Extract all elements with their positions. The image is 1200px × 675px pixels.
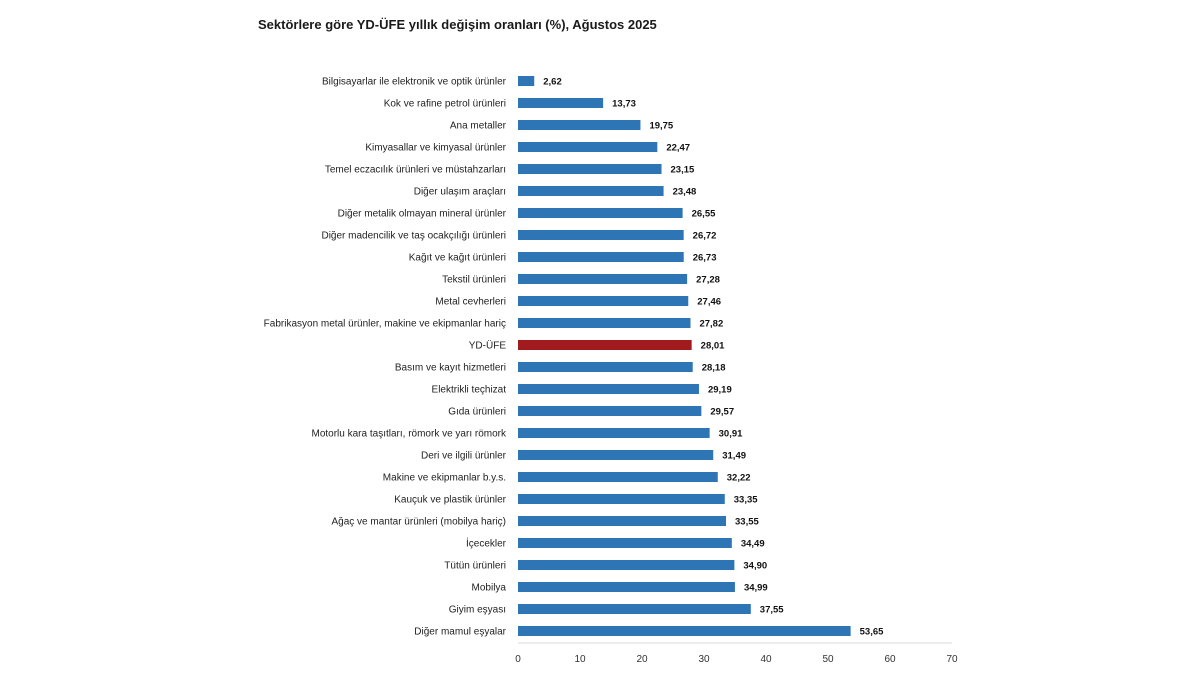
category-label: Motorlu kara taşıtları, römork ve yarı r…	[312, 429, 507, 440]
x-tick-label: 60	[884, 654, 896, 665]
category-label: Diğer ulaşım araçları	[414, 187, 506, 198]
bar	[518, 76, 535, 86]
bar	[518, 450, 714, 460]
bar	[518, 296, 689, 306]
value-label: 19,75	[649, 121, 673, 132]
bar	[518, 604, 751, 614]
bar	[518, 186, 664, 196]
value-label: 37,55	[760, 605, 784, 616]
bar	[518, 384, 699, 394]
value-label: 33,35	[734, 495, 758, 506]
category-label: Gıda ürünleri	[448, 407, 506, 418]
value-label: 26,72	[693, 231, 717, 242]
category-label: Fabrikasyon metal ürünler, makine ve eki…	[264, 319, 506, 330]
value-label: 27,82	[699, 319, 723, 330]
value-label: 28,18	[702, 363, 726, 374]
bar	[518, 428, 710, 438]
category-label: Bilgisayarlar ile elektronik ve optik ür…	[322, 77, 507, 88]
bar	[518, 560, 735, 570]
value-label: 27,28	[696, 275, 720, 286]
x-axis: 0 10 20 30 40 50 60 70	[515, 642, 958, 665]
bar	[518, 142, 658, 152]
category-label: Tütün ürünleri	[444, 561, 506, 572]
category-label: Kağıt ve kağıt ürünleri	[409, 253, 506, 264]
category-label: Kauçuk ve plastik ürünler	[394, 495, 506, 506]
bar	[518, 98, 604, 108]
category-label: Ağaç ve mantar ürünleri (mobilya hariç)	[331, 517, 506, 528]
value-label: 23,15	[671, 165, 695, 176]
chart-title: Sektörlere göre YD-ÜFE yıllık değişim or…	[258, 17, 657, 32]
value-label: 29,19	[708, 385, 732, 396]
category-label: Makine ve ekipmanlar b.y.s.	[383, 473, 506, 484]
value-label: 30,91	[719, 429, 743, 440]
category-label: Tekstil ürünleri	[442, 275, 506, 286]
value-label: 31,49	[722, 451, 746, 462]
category-label: Metal cevherleri	[435, 297, 506, 308]
category-label: Deri ve ilgili ürünler	[421, 451, 507, 462]
bar	[518, 406, 702, 416]
bar	[518, 472, 718, 482]
bar	[518, 230, 684, 240]
category-label: Basım ve kayıt hizmetleri	[395, 363, 506, 374]
x-tick-label: 30	[698, 654, 710, 665]
bar	[518, 208, 683, 218]
bar-highlight	[518, 340, 692, 350]
value-label: 53,65	[860, 627, 884, 638]
category-label: Elektrikli teçhizat	[432, 385, 507, 396]
bar	[518, 274, 688, 284]
bar	[518, 318, 691, 328]
value-label: 33,55	[735, 517, 759, 528]
category-label: Kimyasallar ve kimyasal ürünler	[365, 143, 506, 154]
category-label: Giyim eşyası	[449, 605, 506, 616]
bar	[518, 164, 662, 174]
value-label: 23,48	[673, 187, 697, 198]
category-label: Diğer madencilik ve taş ocakçılığı ürünl…	[321, 231, 506, 242]
bar	[518, 516, 727, 526]
x-tick-label: 10	[574, 654, 586, 665]
bar	[518, 494, 725, 504]
category-label: İçecekler	[466, 537, 507, 550]
x-tick-label: 50	[822, 654, 834, 665]
category-label: Mobilya	[472, 583, 507, 594]
bar	[518, 252, 684, 262]
value-labels-group: 2,62 13,73 19,75 22,47 23,15 23,48 26,55 26,72 2…	[543, 77, 884, 638]
value-label: 34,90	[743, 561, 767, 572]
value-label: 29,57	[710, 407, 734, 418]
category-label: Temel eczacılık ürünleri ve müstahzarlar…	[325, 165, 506, 176]
bar	[518, 362, 693, 372]
category-label: Kok ve rafine petrol ürünleri	[384, 99, 506, 110]
category-label: Diğer metalik olmayan mineral ürünler	[338, 209, 507, 220]
bar	[518, 538, 732, 548]
category-label: Ana metaller	[450, 121, 507, 132]
bar	[518, 582, 735, 592]
category-labels-group: Bilgisayarlar ile elektronik ve optik ür…	[264, 77, 507, 638]
x-tick-label: 70	[946, 654, 958, 665]
value-label: 34,49	[741, 539, 765, 550]
value-label: 34,99	[744, 583, 768, 594]
x-tick-label: 0	[515, 654, 521, 665]
category-label: Diğer mamul eşyalar	[414, 627, 506, 638]
bar	[518, 626, 851, 636]
value-label: 2,62	[543, 77, 562, 88]
value-label: 27,46	[697, 297, 721, 308]
value-label: 32,22	[727, 473, 751, 484]
bars-group	[518, 76, 851, 636]
value-label: 26,55	[692, 209, 716, 220]
x-tick-label: 40	[760, 654, 772, 665]
bar	[518, 120, 641, 130]
x-tick-label: 20	[636, 654, 648, 665]
value-label: 22,47	[666, 143, 690, 154]
value-label: 13,73	[612, 99, 636, 110]
category-label: YD-ÜFE	[469, 340, 507, 352]
value-label: 26,73	[693, 253, 717, 264]
value-label: 28,01	[701, 341, 725, 352]
